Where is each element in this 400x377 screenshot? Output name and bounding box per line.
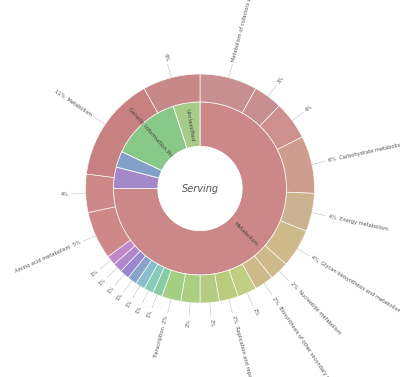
Wedge shape xyxy=(108,240,135,264)
Text: Serving: Serving xyxy=(182,184,218,193)
Text: 6%  Carbohydrate metabolism: 6% Carbohydrate metabolism xyxy=(328,142,400,163)
Wedge shape xyxy=(277,137,314,193)
Wedge shape xyxy=(153,267,171,296)
Wedge shape xyxy=(86,174,115,213)
Text: 6%: 6% xyxy=(162,53,169,62)
Wedge shape xyxy=(86,89,158,178)
Text: 4%: 4% xyxy=(61,192,69,197)
Text: Genetic Information Processing: Genetic Information Processing xyxy=(127,106,188,174)
Text: 2%: 2% xyxy=(252,307,260,316)
Text: Metabolism of cofactors and vitamins  6%: Metabolism of cofactors and vitamins 6% xyxy=(231,0,262,62)
Text: 3%: 3% xyxy=(276,75,285,84)
Text: 1%: 1% xyxy=(115,293,124,302)
Wedge shape xyxy=(144,74,200,113)
Text: 1%: 1% xyxy=(125,299,133,308)
Text: 2%  Replication and repair: 2% Replication and repair xyxy=(231,315,252,377)
Wedge shape xyxy=(114,102,286,275)
Wedge shape xyxy=(122,106,187,171)
Wedge shape xyxy=(265,221,306,264)
Wedge shape xyxy=(280,192,314,231)
Circle shape xyxy=(158,147,242,230)
Wedge shape xyxy=(254,246,286,277)
Wedge shape xyxy=(260,106,302,150)
Text: 1%: 1% xyxy=(106,285,115,295)
Wedge shape xyxy=(200,74,256,113)
Text: 2%  Biosynthesis of other secondary metabolites: 2% Biosynthesis of other secondary metab… xyxy=(272,296,346,377)
Text: 1%: 1% xyxy=(135,305,143,314)
Wedge shape xyxy=(128,256,152,284)
Wedge shape xyxy=(144,264,164,293)
Wedge shape xyxy=(121,251,146,277)
Text: 2%: 2% xyxy=(186,319,191,328)
Wedge shape xyxy=(136,260,158,288)
Text: Transcription  2%: Transcription 2% xyxy=(153,315,169,359)
Text: 1%: 1% xyxy=(98,277,107,287)
Text: 4%  Glycan biosynthesis and metabolism: 4% Glycan biosynthesis and metabolism xyxy=(310,255,400,315)
Text: 4%: 4% xyxy=(304,104,313,112)
Wedge shape xyxy=(242,89,279,126)
Wedge shape xyxy=(215,270,238,301)
Text: 2%  Nucleotide metabolism: 2% Nucleotide metabolism xyxy=(289,282,342,336)
Text: 1%: 1% xyxy=(90,269,100,278)
Wedge shape xyxy=(114,167,160,188)
Wedge shape xyxy=(116,152,162,178)
Text: 1%: 1% xyxy=(146,310,153,319)
Text: Amino acid metabolism  5%: Amino acid metabolism 5% xyxy=(14,240,82,274)
Text: Unclassified: Unclassified xyxy=(185,108,195,142)
Wedge shape xyxy=(229,264,256,296)
Wedge shape xyxy=(162,270,185,301)
Wedge shape xyxy=(173,102,200,149)
Wedge shape xyxy=(114,246,140,271)
Text: Metabolism: Metabolism xyxy=(232,221,258,247)
Wedge shape xyxy=(181,274,200,303)
Wedge shape xyxy=(88,207,130,257)
Text: 4%  Energy metabolism: 4% Energy metabolism xyxy=(328,214,388,231)
Wedge shape xyxy=(242,256,272,288)
Wedge shape xyxy=(200,274,219,303)
Text: 2%: 2% xyxy=(209,319,214,328)
Text: 11%  Metabolism: 11% Metabolism xyxy=(53,88,93,117)
